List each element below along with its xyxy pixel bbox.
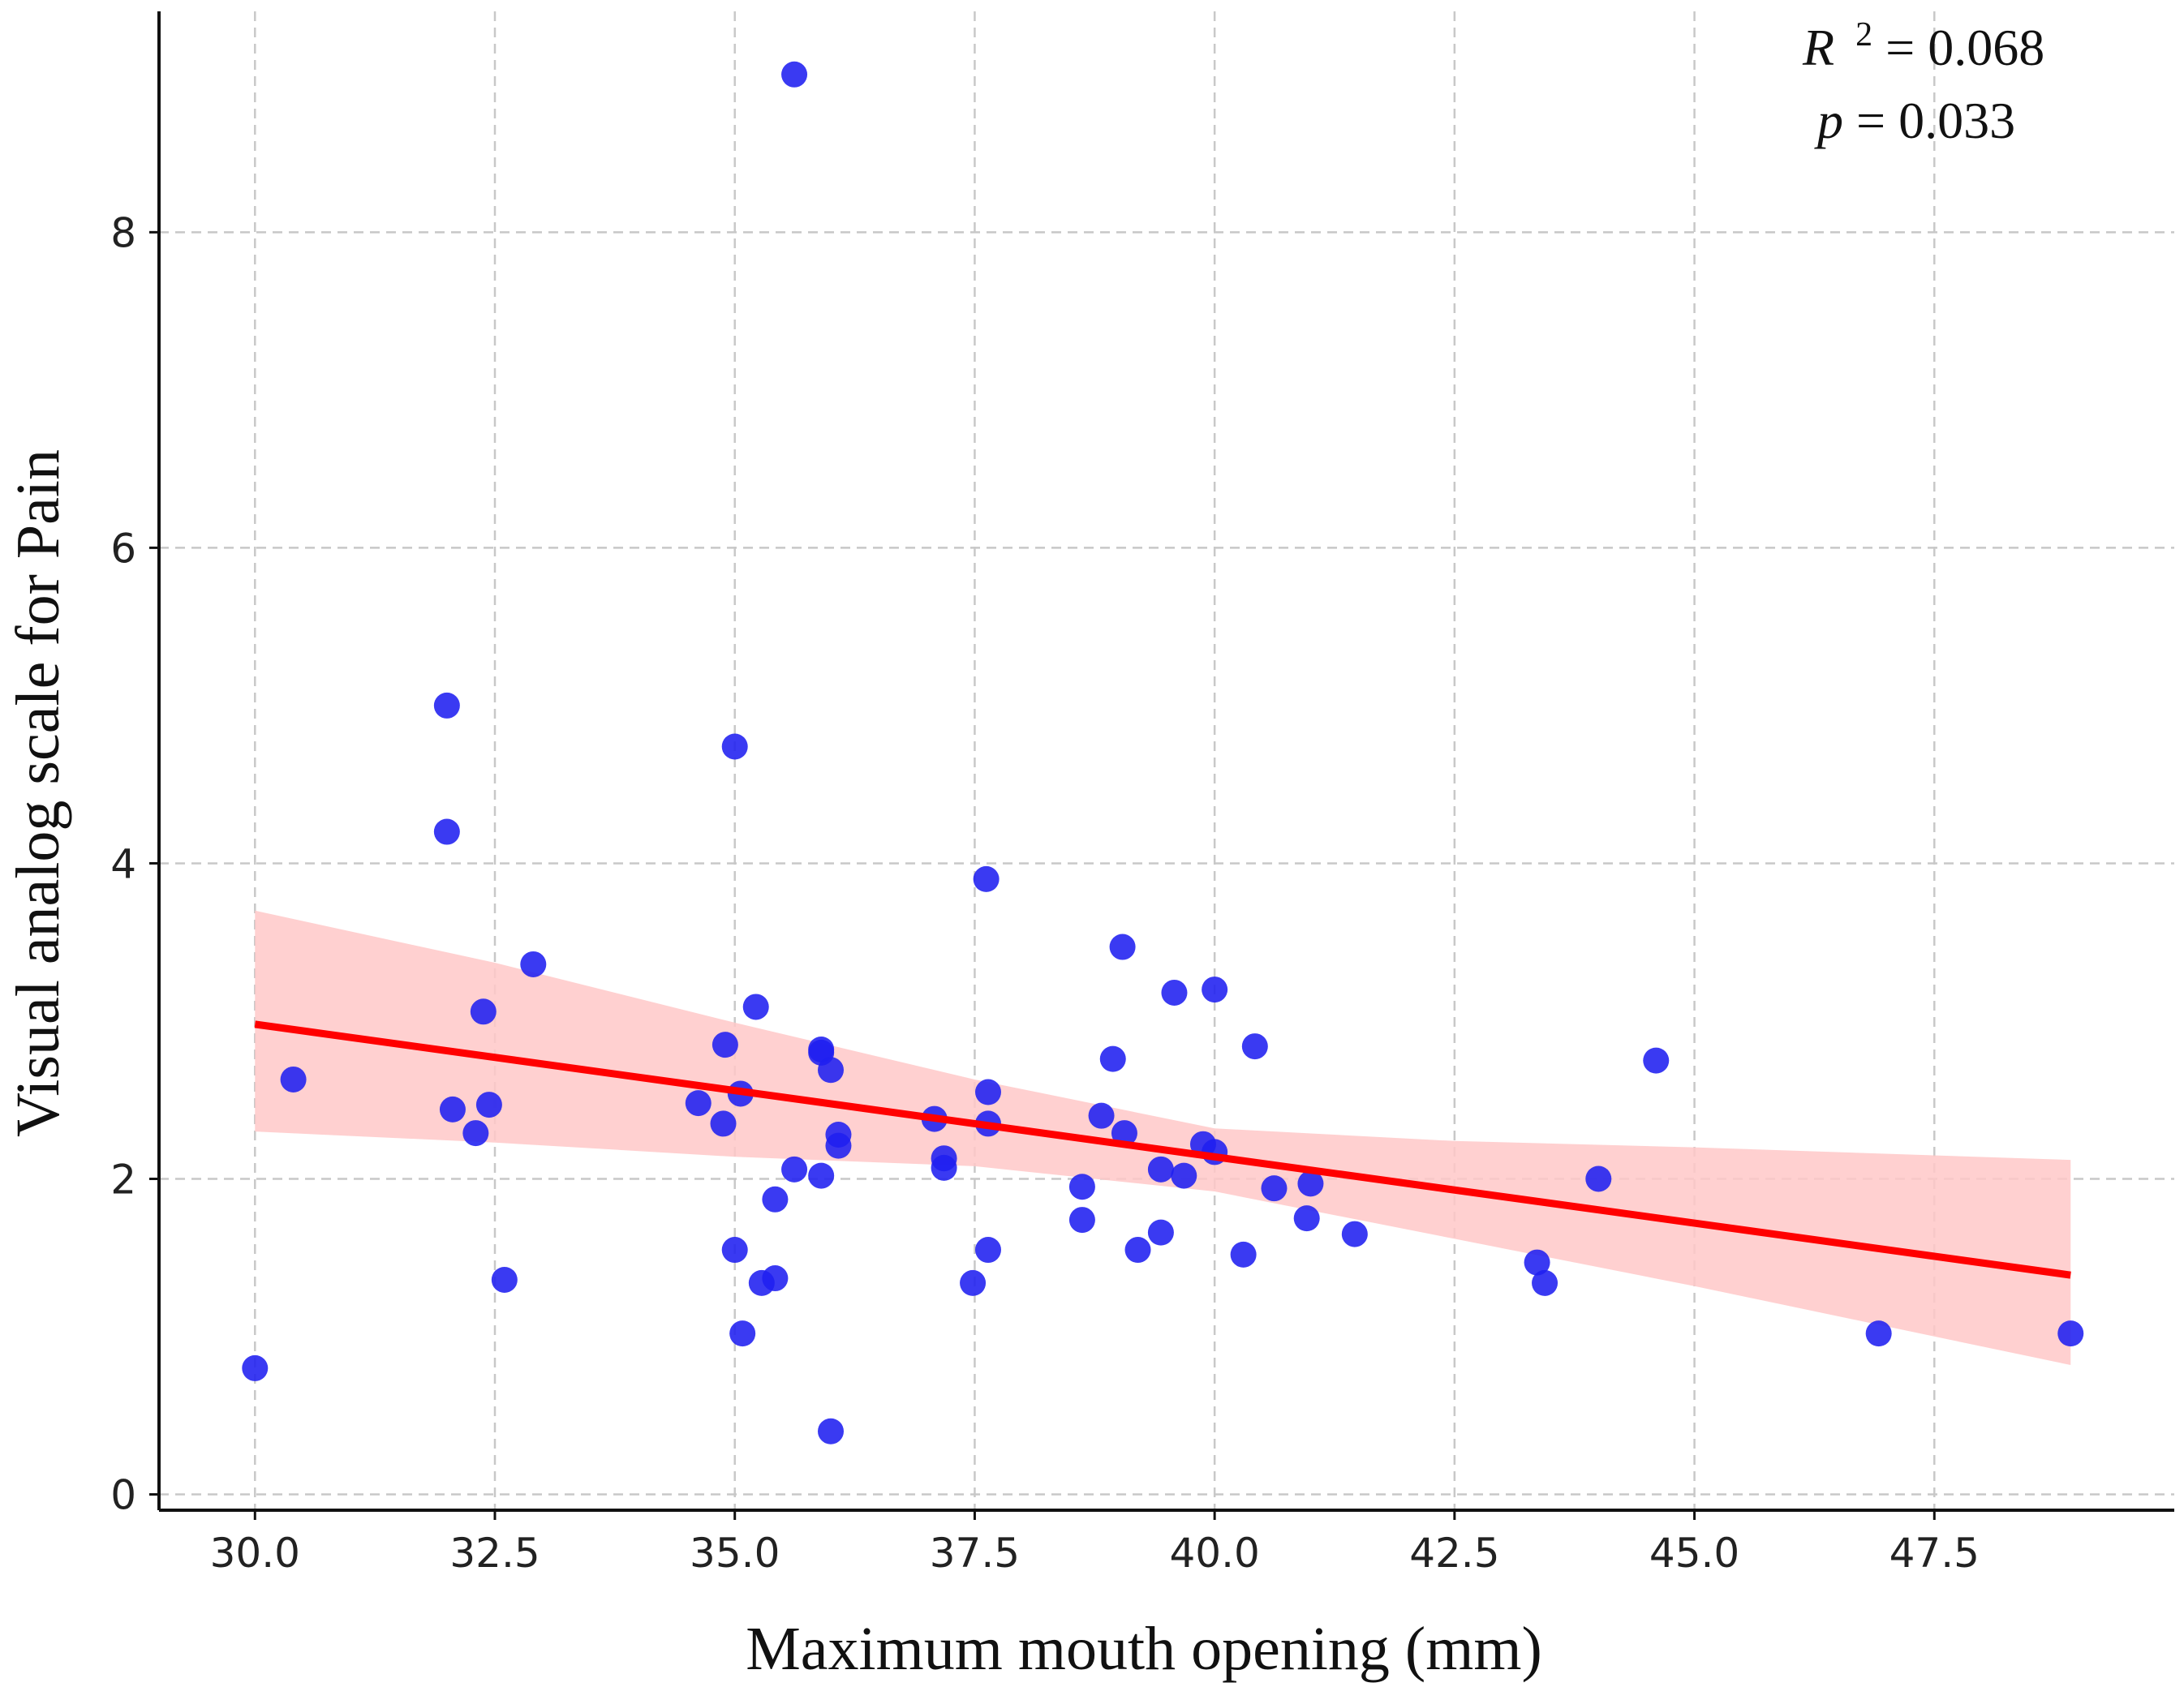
x-tick-label-5: 42.5 bbox=[1409, 1530, 1499, 1577]
data-point-38 bbox=[1068, 1174, 1095, 1200]
fit-line-layer bbox=[254, 1020, 2071, 1279]
y-tick-label-1: 2 bbox=[110, 1156, 136, 1203]
data-point-44 bbox=[1124, 1237, 1151, 1264]
data-point-43 bbox=[1111, 1120, 1137, 1147]
data-point-40 bbox=[1088, 1102, 1115, 1129]
data-point-6 bbox=[470, 998, 497, 1025]
data-point-60 bbox=[1585, 1165, 1612, 1192]
data-point-5 bbox=[462, 1120, 489, 1147]
data-point-4 bbox=[439, 1096, 466, 1123]
data-point-56 bbox=[1297, 1170, 1324, 1197]
data-point-57 bbox=[1341, 1221, 1368, 1247]
data-point-12 bbox=[712, 1032, 738, 1058]
data-point-50 bbox=[1202, 977, 1228, 1003]
data-point-61 bbox=[1643, 1047, 1670, 1074]
data-point-14 bbox=[721, 1237, 748, 1264]
data-point-35 bbox=[974, 1079, 1001, 1105]
y-tick-label-2: 4 bbox=[110, 840, 136, 887]
data-point-1 bbox=[280, 1066, 307, 1092]
regression-stats: R 2 = 0.068 p = 0.033 bbox=[1802, 0, 2044, 149]
data-point-9 bbox=[520, 951, 547, 977]
data-point-39 bbox=[1068, 1207, 1095, 1234]
data-point-22 bbox=[781, 1156, 808, 1183]
data-point-42 bbox=[1109, 934, 1136, 960]
y-tick-label-3: 6 bbox=[110, 525, 136, 572]
x-tick-label-1: 32.5 bbox=[449, 1530, 540, 1577]
data-point-54 bbox=[1261, 1175, 1288, 1202]
data-point-21 bbox=[781, 61, 808, 88]
data-point-62 bbox=[1865, 1320, 1892, 1347]
x-tick-label-7: 47.5 bbox=[1890, 1530, 1980, 1577]
data-point-41 bbox=[1099, 1045, 1126, 1072]
r2-exponent: 2 bbox=[1855, 16, 1872, 54]
r-squared-annotation: R 2 = 0.068 bbox=[1802, 0, 2044, 76]
p-value-annotation: p = 0.033 bbox=[1814, 92, 2015, 149]
x-tick-label-3: 37.5 bbox=[930, 1530, 1020, 1577]
confidence-band bbox=[255, 910, 2071, 1366]
x-tick-label-6: 45.0 bbox=[1649, 1530, 1739, 1577]
data-point-53 bbox=[1241, 1033, 1268, 1060]
data-point-45 bbox=[1147, 1156, 1174, 1183]
data-point-19 bbox=[762, 1265, 789, 1292]
data-point-10 bbox=[685, 1090, 712, 1117]
data-point-63 bbox=[2057, 1320, 2084, 1347]
data-point-16 bbox=[729, 1320, 756, 1347]
data-point-33 bbox=[960, 1269, 987, 1296]
r2-value: = 0.068 bbox=[1885, 19, 2044, 76]
data-point-46 bbox=[1147, 1219, 1174, 1246]
data-point-20 bbox=[762, 1186, 789, 1213]
data-point-48 bbox=[1171, 1162, 1197, 1189]
data-points bbox=[242, 61, 2084, 1444]
data-point-52 bbox=[1230, 1241, 1257, 1268]
data-point-17 bbox=[742, 994, 769, 1020]
x-tick-label-4: 40.0 bbox=[1169, 1530, 1259, 1577]
data-point-37 bbox=[974, 1237, 1001, 1264]
regression-line bbox=[254, 1020, 2071, 1279]
data-point-2 bbox=[433, 692, 460, 719]
x-tick-label-0: 30.0 bbox=[210, 1530, 300, 1577]
r2-symbol: R bbox=[1802, 19, 1834, 76]
data-point-13 bbox=[721, 733, 748, 760]
data-point-27 bbox=[818, 1418, 844, 1444]
data-point-3 bbox=[433, 818, 460, 845]
data-point-58 bbox=[1524, 1249, 1550, 1276]
confidence-band-layer bbox=[255, 910, 2071, 1366]
data-point-47 bbox=[1161, 979, 1188, 1006]
data-point-32 bbox=[931, 1154, 957, 1181]
data-point-25 bbox=[808, 1162, 835, 1189]
p-value: = 0.033 bbox=[1856, 92, 2015, 149]
p-symbol: p bbox=[1814, 92, 1843, 149]
data-point-0 bbox=[242, 1354, 269, 1381]
data-point-11 bbox=[710, 1110, 737, 1137]
y-tick-label-0: 0 bbox=[110, 1472, 136, 1519]
data-point-26 bbox=[818, 1057, 844, 1084]
y-axis-title: Visual analog scale for Pain bbox=[4, 449, 72, 1137]
data-point-8 bbox=[491, 1266, 518, 1293]
data-point-55 bbox=[1293, 1205, 1320, 1232]
data-point-29 bbox=[825, 1132, 852, 1159]
data-point-59 bbox=[1532, 1269, 1558, 1296]
x-axis-title: Maximum mouth opening (mm) bbox=[746, 1615, 1542, 1683]
data-point-7 bbox=[475, 1092, 502, 1118]
y-tick-label-4: 8 bbox=[110, 209, 136, 256]
data-point-34 bbox=[973, 865, 1000, 892]
tick-labels: 30.0 32.5 35.0 37.5 40.0 42.5 45.0 47.5 0 2 4 6 8 bbox=[110, 209, 1980, 1577]
x-tick-label-2: 35.0 bbox=[690, 1530, 780, 1577]
